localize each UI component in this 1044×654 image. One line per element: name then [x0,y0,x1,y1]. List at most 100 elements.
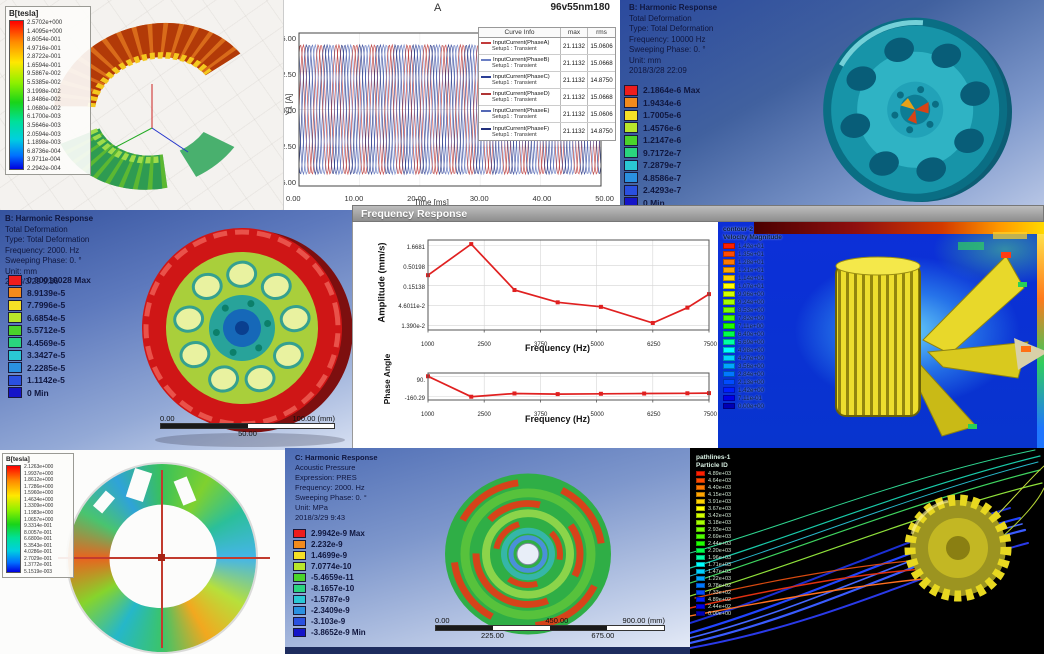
colorbar-swatch [293,561,306,572]
colorbar-label: 1.42e+01 [738,242,764,250]
colorbar-entry: 7.7996e-5 [8,299,91,312]
colorbar-label: 1.1142e-5 [27,375,65,386]
legend-value: 1.8486e-002 [27,97,61,104]
colorbar-label: 3.42e+03 [708,512,732,519]
info-line: 2018/3/29 9:36 [5,277,59,286]
ruler-label-0: 0.00 [160,414,175,423]
colorbar-entry: 1.2147e-6 [624,134,700,147]
curve-setup: Setup1 : Transient [492,97,537,103]
colorbar-label: 2.20e+03 [708,547,732,554]
colorbar-label: 1.7005e-6 [643,110,682,121]
info-line: Sweeping Phase: 0. ° [5,256,82,265]
colorbar-swatch [293,616,306,627]
colorbar-label: 0 Min [27,387,49,398]
colorbar-entry: 4.89e+02 [696,596,731,603]
colorbar-label: -5.4659e-11 [311,573,354,582]
legend-value: 6.8736e-004 [27,148,61,155]
table-row: InputCurrent(PhaseF) Setup1 : Transient … [479,123,615,140]
legend-value: 6.6800e-001 [24,536,53,543]
x-tick: 20.00 [407,194,426,203]
colorbar-label: 1.2147e-6 [643,135,682,146]
colorbar-swatch [8,312,22,324]
colorbar-entry: 8.53e+00 [723,306,782,314]
colorbar-entry: 9.24e+00 [723,298,782,306]
colorbar-label: 2.84e+00 [738,370,764,378]
legend-value: 3.1998e-002 [27,88,61,95]
colorbar-entry: 9.78e+02 [696,582,731,589]
colorbar-entry: 9.7172e-7 [624,147,700,160]
y-tick: -160.29 [404,396,425,402]
legend-value: 2.1263e+000 [24,464,54,470]
colorbar-entry: 4.4569e-5 [8,337,91,350]
colorbar-label: 2.2285e-5 [27,362,66,373]
colorbar-entry: 1.4576e-6 [624,122,700,135]
colorbar-entry: 6.6854e-5 [8,312,91,325]
curve-color-dash [481,42,491,44]
colorbar-label: 9.96e+00 [738,290,764,298]
colorbar-label: 2.1864e-6 Max [643,85,701,96]
colorbar-entry: 3.42e+03 [696,512,731,519]
colorbar-label: 4.98e+00 [738,346,764,354]
colorbar-entry: 4.98e+00 [723,346,782,354]
wheel-deformation-view [823,17,1012,202]
x-tick: 40.00 [532,194,552,203]
bfield-legend-title: B[tesla] [6,456,30,463]
ruler-label-max: 100.00 (mm) [292,414,335,423]
curve-name: InputCurrent(PhaseB) [493,57,550,63]
colorbar-label: 1.47e+03 [708,568,732,575]
colorbar-entry: 1.22e+03 [696,575,731,582]
colorbar-label: 6.40e+00 [738,330,764,338]
panel-harmonic-10000hz: B: Harmonic Response Total Deformation Typ… [620,0,1044,210]
colorbar-entry: 1.7005e-6 [624,109,700,122]
colorbar-entry: -5.4659e-11 [293,572,366,583]
x-tick: 6250 [647,412,661,418]
pathlines-legend: pathlines-1 Particle ID 4.89e+03 4.64e+0… [696,454,731,617]
colorbar-entry: 2.232e-9 [293,539,366,550]
legend-value: 4.9716e-001 [27,45,61,52]
frequency-response-titlebar[interactable]: Frequency Response [352,205,1044,222]
colorbar-label: 1.14e+01 [738,274,764,282]
colorbar-swatch [723,267,735,273]
colorbar-label: 1.35e+01 [738,250,764,258]
colorbar-swatch [723,371,735,377]
curve-max: 21.1132 [561,89,588,105]
ruler-label-0: 0.00 [435,616,450,625]
colorbar-entry: 2.44e+02 [696,603,731,610]
curve-name: InputCurrent(PhaseF) [493,125,550,132]
x-tick: 1000 [421,412,435,418]
colorbar-swatch [8,337,22,349]
colorbar-label: 7.11e+00 [738,322,764,330]
colorbar-swatch [624,122,638,134]
y-tick: -12.50 [284,142,296,151]
x-tick: 50.00 [595,194,614,203]
ruler-label-q1: 225.00 [481,631,504,640]
legend-value: 8.0057e-001 [24,529,53,536]
colorbar-swatch [696,534,705,539]
colorbar-label: 2.44e+02 [708,603,732,610]
y-tick: 90. [416,378,425,384]
info-line: Expression: PRES [295,473,357,482]
bfield-legend: B[tesla] 2.5702e+000 1.4095e+000 8.6054e-0… [5,6,91,175]
colorbar-label: 4.15e+03 [708,491,732,498]
table-row: InputCurrent(PhaseC) Setup1 : Transient … [479,72,615,89]
colorbar-swatch [723,259,735,265]
acoustic-disc-view [445,473,611,635]
colorbar-swatch [696,569,705,574]
colorbar-swatch [696,583,705,588]
info-line: B: Harmonic Response [629,3,718,12]
table-row: InputCurrent(PhaseE) Setup1 : Transient … [479,106,615,123]
colorbar-entry: 5.69e+00 [723,338,782,346]
curve-max: 21.1132 [561,106,588,122]
colorbar-swatch [8,274,22,286]
colorbar-entry: -2.3409e-9 [293,605,366,616]
colorbar-entry: 7.0774e-10 [293,561,366,572]
colorbar-entry: 1.07e+01 [723,282,782,290]
colorbar-label: 9.24e+00 [738,298,764,306]
colorbar-swatch [8,287,22,299]
panel-cfd-velocity: contour-2 Velocity Magnitude 1.42e+01 1.… [718,222,1044,450]
colorbar-swatch [624,84,638,96]
info-line: Sweeping Phase: 0. ° [629,45,706,54]
curve-rms: 14.8750 [590,128,613,135]
colorbar-swatch [723,395,735,401]
colorbar-entry: 1.71e+03 [696,561,731,568]
